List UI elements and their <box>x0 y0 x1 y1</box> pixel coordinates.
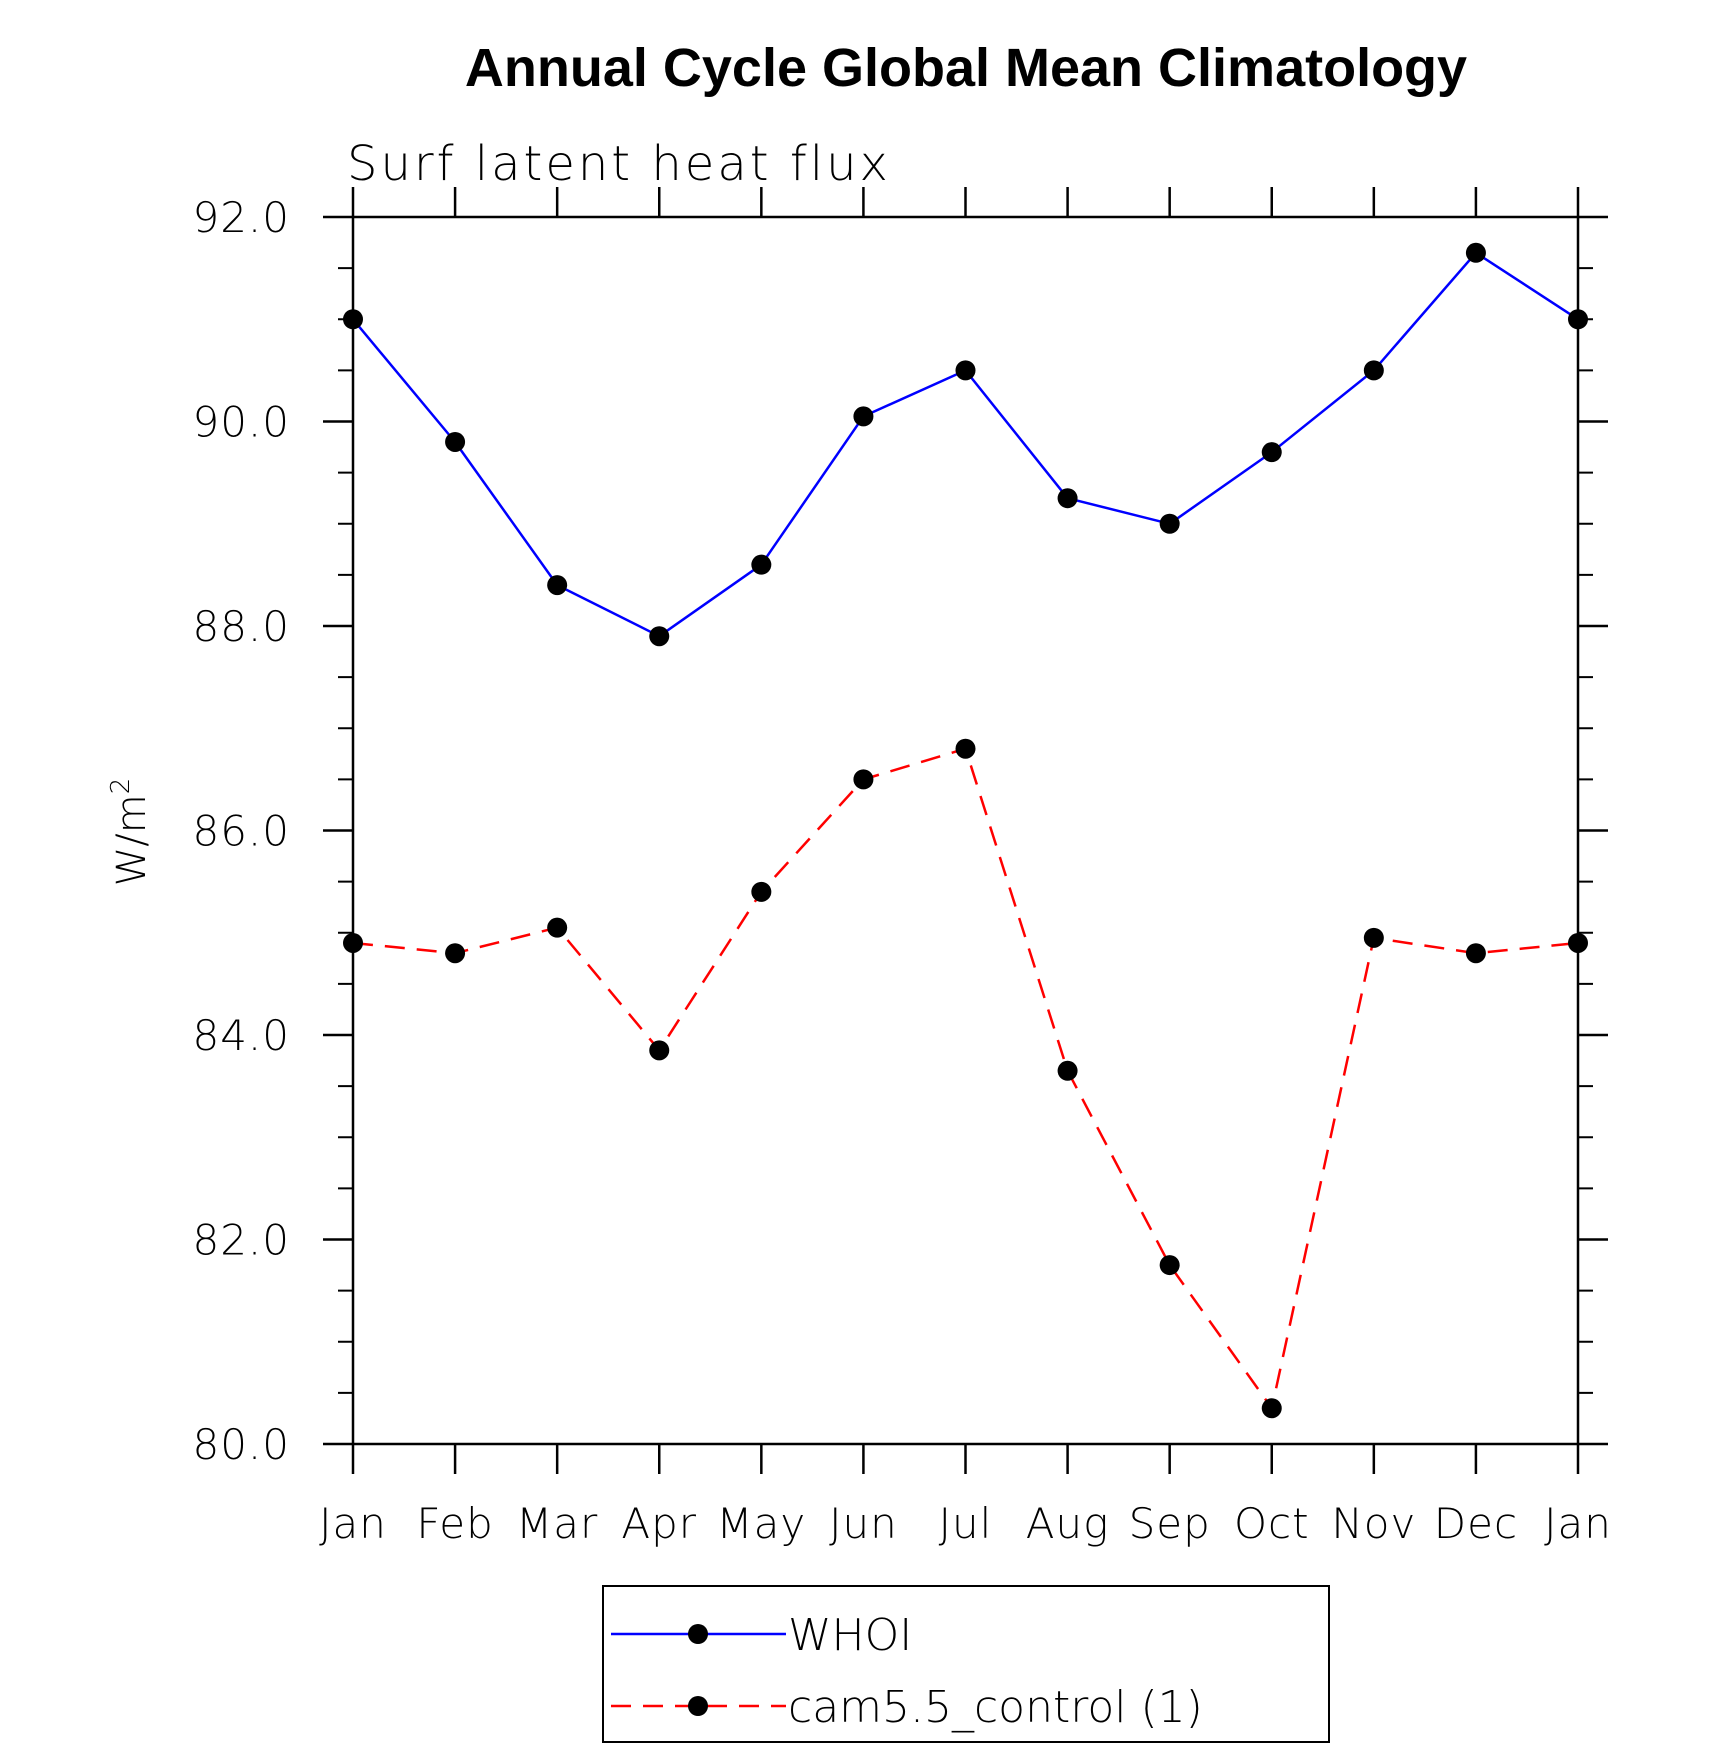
x-tick-label: Jun <box>829 1499 898 1548</box>
x-tick-label: Sep <box>1129 1499 1211 1548</box>
data-point-0 <box>445 431 466 452</box>
data-point-1 <box>445 943 466 964</box>
legend-label-cam: cam5.5_control (1) <box>788 1682 1203 1733</box>
y-tick-label: 86.0 <box>192 807 290 856</box>
y-tick-label: 92.0 <box>192 193 290 242</box>
data-point-0 <box>343 309 363 330</box>
y-axis-label: W/m2 <box>106 778 155 887</box>
plot-frame <box>351 215 1580 1446</box>
x-tick-label: Feb <box>416 1499 493 1548</box>
legend-box <box>602 1585 1330 1743</box>
y-axis-label-base: W/m <box>109 794 155 886</box>
y-tick-label: 80.0 <box>192 1420 290 1469</box>
data-point-0 <box>1363 360 1384 381</box>
y-tick-label: 88.0 <box>192 602 290 651</box>
data-point-0 <box>1465 242 1486 263</box>
y-tick-label: 90.0 <box>192 398 290 447</box>
data-point-1 <box>1159 1255 1180 1276</box>
legend-label-whoi: WHOI <box>788 1610 912 1661</box>
legend: WHOI cam5.5_control (1) <box>602 1585 1330 1743</box>
x-tick-label: May <box>716 1499 806 1548</box>
data-point-1 <box>649 1040 670 1061</box>
data-point-0 <box>649 626 670 647</box>
x-tick-label: Jan <box>319 1499 387 1548</box>
x-tick-label: Jan <box>1544 1499 1612 1548</box>
chart-subtitle: Surf latent heat flux <box>347 136 891 192</box>
x-tick-label: Dec <box>1434 1499 1518 1548</box>
data-point-1 <box>853 769 874 790</box>
y-axis-label-superscript: 2 <box>106 778 136 795</box>
series-layer <box>343 242 1588 1419</box>
y-tick-label: 82.0 <box>192 1216 290 1265</box>
x-tick-label: Aug <box>1026 1499 1110 1548</box>
data-point-1 <box>955 738 976 759</box>
data-point-1 <box>1057 1060 1078 1081</box>
data-point-0 <box>547 575 568 596</box>
x-tick-label: Jul <box>939 1499 993 1548</box>
data-point-0 <box>1568 309 1588 330</box>
data-point-1 <box>751 881 772 902</box>
chart-title: Annual Cycle Global Mean Climatology <box>465 38 1467 98</box>
x-tick-label: Oct <box>1234 1499 1310 1548</box>
legend-marker-cam <box>688 1696 708 1716</box>
data-point-0 <box>955 360 976 381</box>
data-point-1 <box>547 917 568 938</box>
data-point-1 <box>1568 932 1588 953</box>
series-line-0 <box>352 251 1579 638</box>
data-point-0 <box>853 406 874 427</box>
data-point-0 <box>1159 513 1180 534</box>
series-line-1 <box>352 747 1579 1410</box>
legend-marker-whoi <box>688 1624 708 1644</box>
data-point-0 <box>751 554 772 575</box>
data-point-1 <box>1363 927 1384 948</box>
data-point-1 <box>343 932 363 953</box>
data-point-0 <box>1057 488 1078 509</box>
axes: Jan Feb Mar Apr May Jun Jul Aug Sep Oct Nov Dec Jan 8… <box>192 187 1611 1548</box>
data-point-1 <box>1465 943 1486 964</box>
y-tick-label: 84.0 <box>192 1011 290 1060</box>
x-tick-label: Nov <box>1331 1499 1416 1548</box>
data-point-1 <box>1261 1398 1282 1419</box>
data-point-0 <box>1261 442 1282 463</box>
x-tick-label: Apr <box>621 1499 697 1548</box>
x-tick-label: Mar <box>516 1499 598 1548</box>
